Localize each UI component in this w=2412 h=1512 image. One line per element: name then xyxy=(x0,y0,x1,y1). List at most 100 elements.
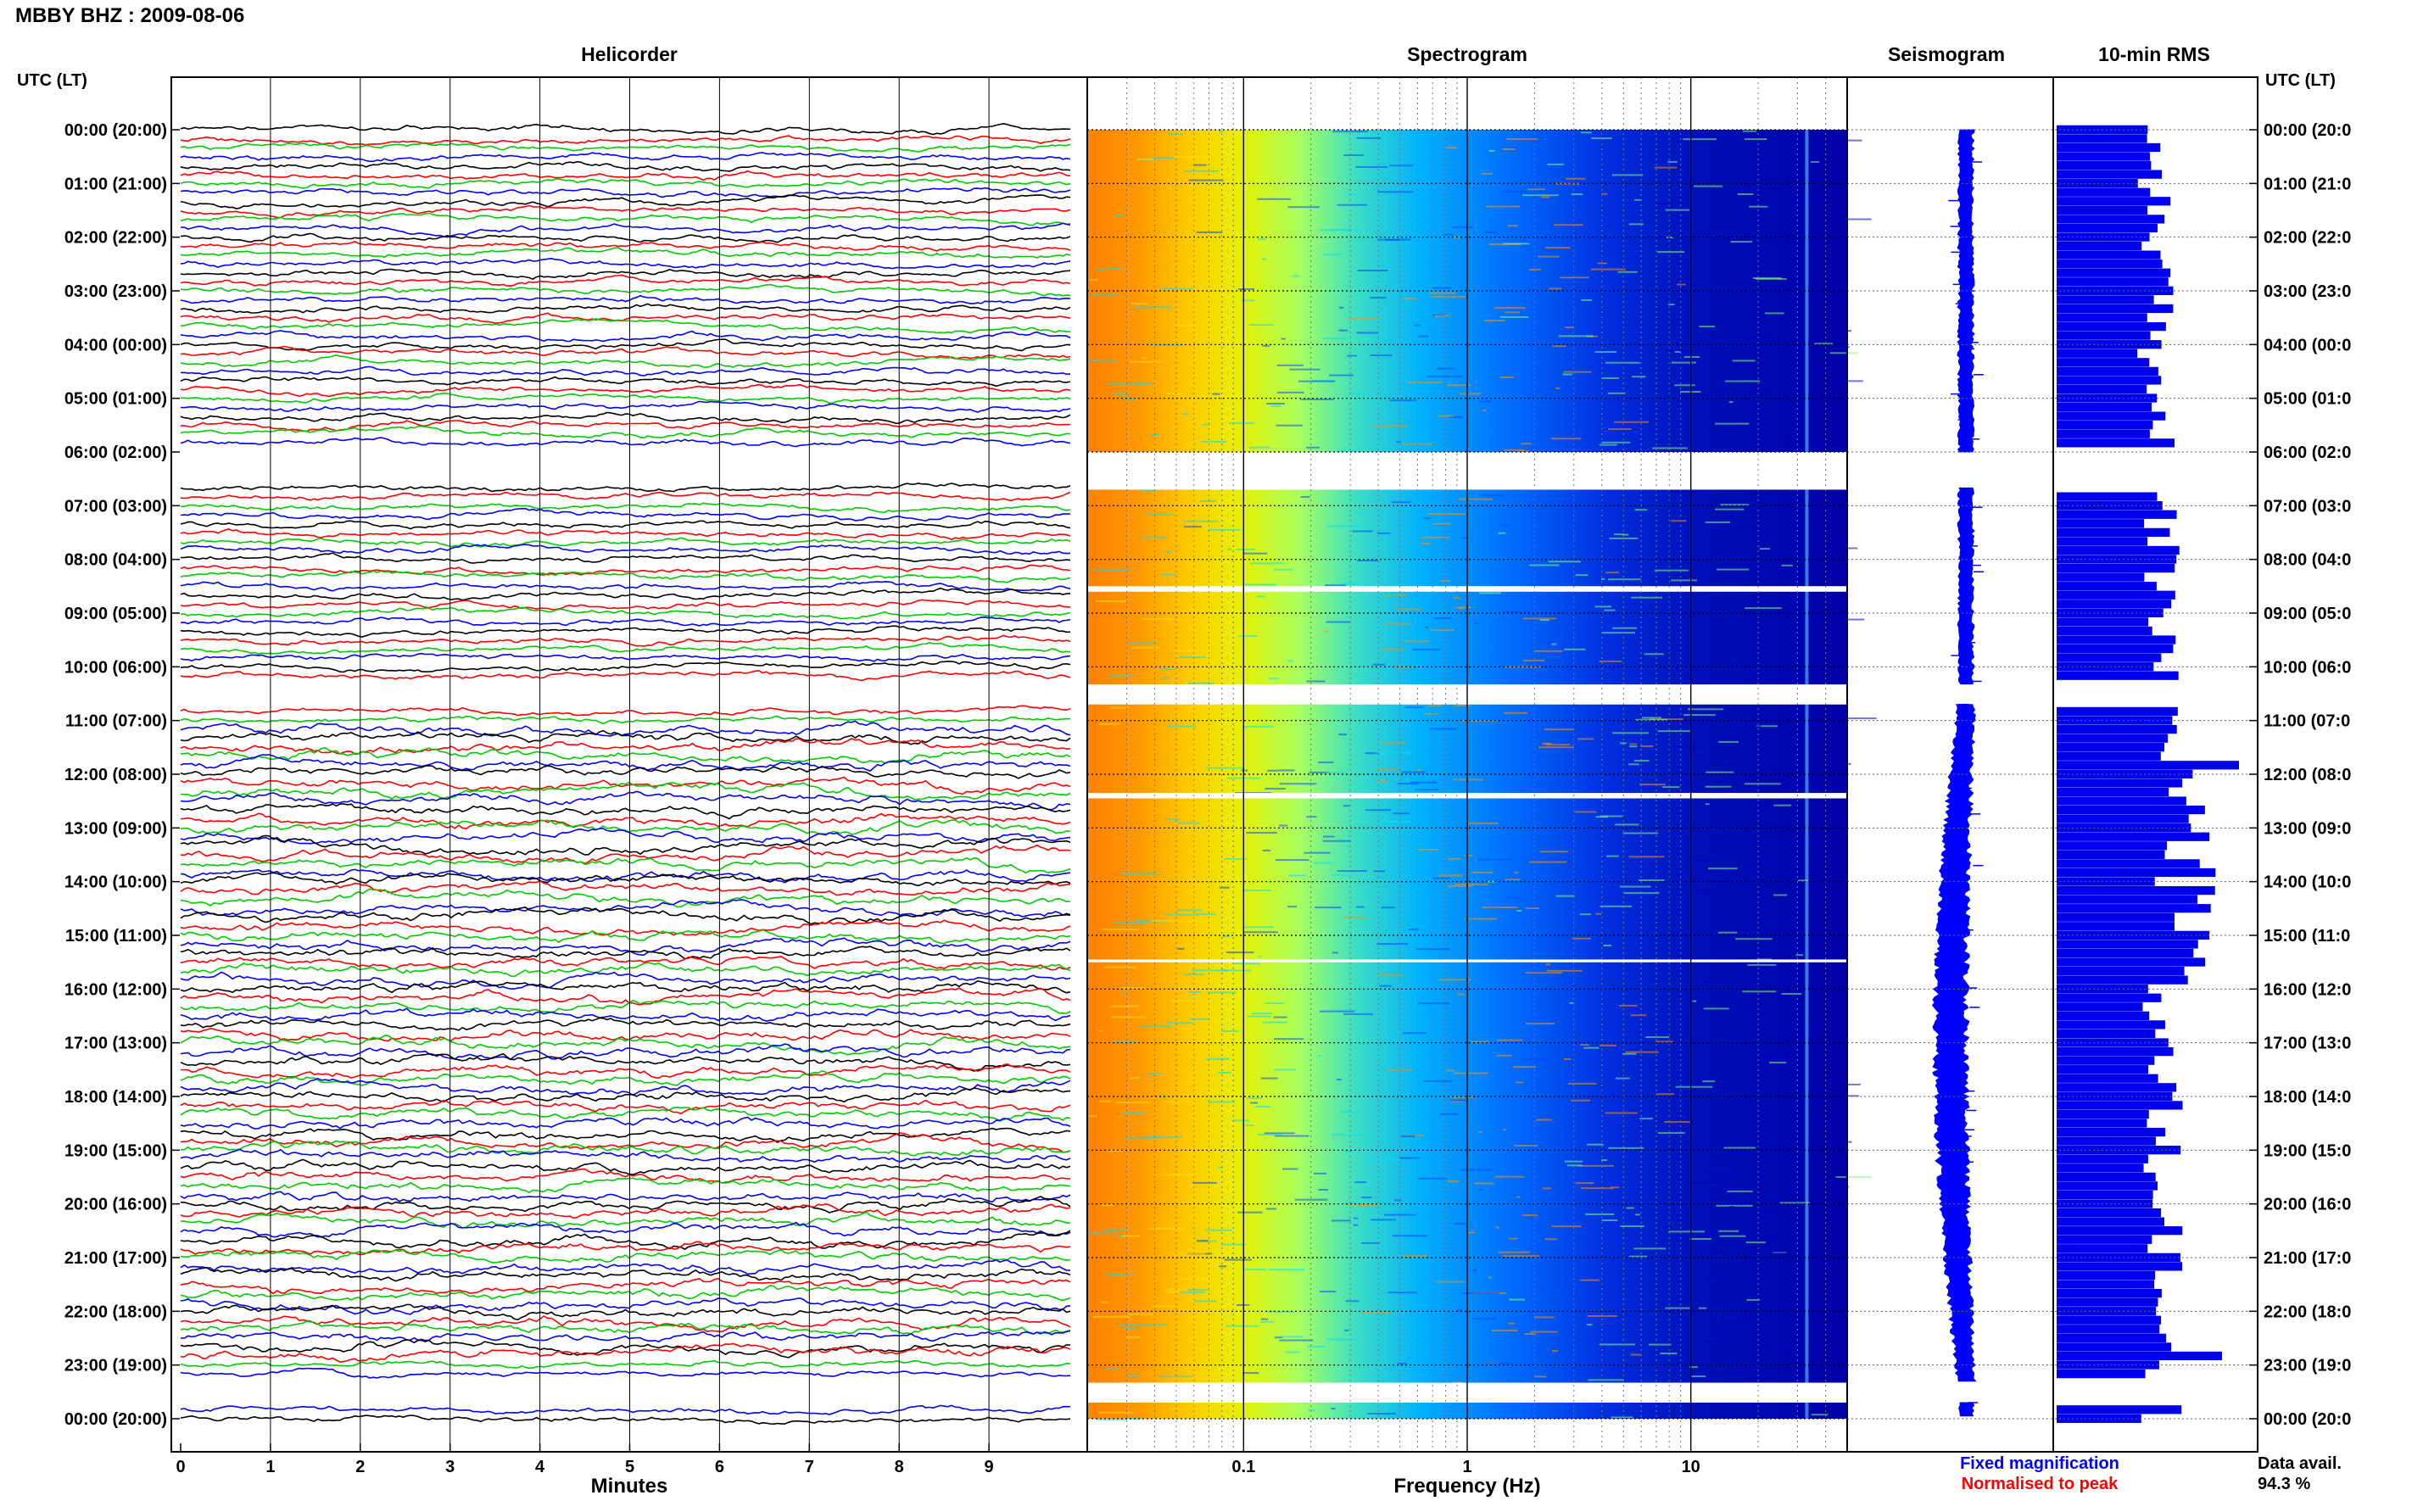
spectrogram-texture xyxy=(1243,583,1276,586)
spectrogram-texture xyxy=(1322,254,1342,256)
helicorder-xlabel: Minutes xyxy=(591,1475,668,1498)
spectrogram-texture xyxy=(1348,193,1356,196)
spectrogram-texture xyxy=(1258,956,1262,958)
minute-tick-label: 4 xyxy=(535,1458,545,1476)
spectrogram-texture xyxy=(1639,1118,1653,1120)
spectrogram-texture xyxy=(1136,1324,1166,1326)
rms-bar xyxy=(2057,1172,2156,1181)
spectrogram-texture xyxy=(1737,192,1754,195)
rms-bar xyxy=(2057,1109,2149,1119)
helicorder-trace xyxy=(180,1087,1071,1103)
spectrogram-texture xyxy=(1580,131,1592,134)
helicorder-title: Helicorder xyxy=(581,43,678,65)
spectrogram-texture xyxy=(1693,185,1723,187)
spectrogram-texture xyxy=(1103,966,1136,968)
spectrogram-texture xyxy=(1764,1054,1801,1057)
spectrogram-texture xyxy=(1671,361,1696,364)
rms-bar xyxy=(2057,922,2175,931)
spectrogram-texture xyxy=(1507,225,1518,227)
spectrogram-texture xyxy=(1279,1339,1314,1342)
spectrogram-texture xyxy=(1449,1099,1468,1102)
helicorder-trace xyxy=(180,738,1071,756)
spectrogram-texture xyxy=(1534,1375,1546,1378)
spectrogram-texture xyxy=(1845,139,1862,142)
spectrogram-texture xyxy=(1109,706,1130,709)
helicorder-trace xyxy=(180,552,1071,564)
rms-bar xyxy=(2057,313,2147,322)
spectrogram-texture xyxy=(1091,293,1119,296)
spectrogram-texture xyxy=(1101,1204,1114,1207)
spectrogram-texture xyxy=(1712,1086,1735,1089)
spectrogram-texture xyxy=(1254,1105,1270,1107)
legend-normalised-to-peak: Normalised to peak xyxy=(1962,1475,2119,1493)
spectrogram-texture xyxy=(1186,920,1210,923)
helicorder-trace xyxy=(180,1414,1071,1426)
spectrogram-texture xyxy=(1732,364,1756,366)
rms-bar xyxy=(2057,841,2168,851)
spectrogram-texture xyxy=(1336,1079,1342,1081)
spectrogram-texture xyxy=(1414,324,1421,326)
spectrogram-texture xyxy=(1109,1274,1120,1276)
helicorder-trace xyxy=(181,1063,1071,1080)
helicorder-trace xyxy=(180,844,1071,865)
spectrogram-texture xyxy=(1736,527,1759,529)
spectrogram-texture xyxy=(1407,381,1443,383)
spectrogram-texture xyxy=(1089,279,1098,282)
rms-bar xyxy=(2057,635,2176,644)
spectrogram-texture xyxy=(1383,594,1408,596)
spectrogram-texture xyxy=(1381,648,1405,650)
spectrogram-texture xyxy=(1119,1324,1138,1326)
rms-bar xyxy=(2057,1002,2143,1012)
spectrogram-texture xyxy=(1756,1236,1778,1239)
spectrogram-texture xyxy=(1092,1315,1131,1318)
helicorder-trace xyxy=(180,819,1071,835)
spectrogram-texture xyxy=(1453,778,1484,781)
spectrogram-texture xyxy=(1724,239,1742,242)
spectrogram-texture xyxy=(1367,1413,1396,1415)
helicorder-trace xyxy=(181,746,1071,764)
spectrogram-texture xyxy=(1135,919,1155,922)
spectrogram-texture xyxy=(1318,1189,1329,1191)
spectrogram-texture xyxy=(1107,268,1121,271)
right-hour-label: 01:00 (21:0 xyxy=(2264,175,2351,193)
rms-bar xyxy=(2057,1315,2162,1325)
left-hour-label: 02:00 (22:00) xyxy=(64,229,167,248)
spectrogram-texture xyxy=(1525,972,1562,974)
rms-bar xyxy=(2057,582,2157,591)
spectrogram-texture xyxy=(1842,1083,1861,1085)
spectrogram-texture xyxy=(1409,929,1419,931)
spectrogram-texture xyxy=(1662,1226,1672,1229)
spectrogram-texture xyxy=(1474,1182,1494,1185)
spectrogram-texture xyxy=(1502,611,1530,613)
rms-bar xyxy=(2057,885,2215,895)
spectrogram-texture xyxy=(1554,224,1583,226)
spectrogram-texture xyxy=(1454,884,1489,886)
spectrogram-texture xyxy=(1713,404,1720,406)
spectrogram-texture xyxy=(1723,1147,1756,1149)
rms-bar xyxy=(2057,1208,2162,1218)
spectrogram-texture xyxy=(1807,836,1814,839)
spectrogram-texture xyxy=(1472,1269,1477,1271)
rms-bar xyxy=(2057,850,2165,859)
spectrogram-texture xyxy=(1502,148,1516,151)
left-hour-label: 15:00 (11:00) xyxy=(65,927,167,946)
spectrogram-texture xyxy=(1226,1325,1259,1327)
spectrogram-texture xyxy=(1115,1102,1151,1104)
spectral-line xyxy=(1805,130,1809,1419)
spectrogram-texture xyxy=(1664,1121,1691,1124)
rms-bar xyxy=(2057,1351,2222,1361)
helicorder-trace xyxy=(180,856,1071,874)
minute-tick-label: 8 xyxy=(895,1458,904,1476)
spectrogram-texture xyxy=(1652,447,1688,449)
helicorder-trace xyxy=(180,1035,1071,1056)
spectrogram-texture xyxy=(1423,1080,1453,1082)
right-hour-label: 19:00 (15:0 xyxy=(2264,1141,2351,1160)
spectrogram-texture xyxy=(1125,1327,1136,1330)
spectrogram-texture xyxy=(1324,630,1330,633)
spectrogram-texture xyxy=(1273,1038,1304,1041)
rms-bar xyxy=(2057,1369,2146,1379)
spectrogram-texture xyxy=(1262,1021,1287,1024)
spectrogram-texture xyxy=(1587,1143,1604,1146)
right-hour-label: 09:00 (05:0 xyxy=(2264,605,2351,623)
spectrogram-texture xyxy=(1528,268,1541,271)
